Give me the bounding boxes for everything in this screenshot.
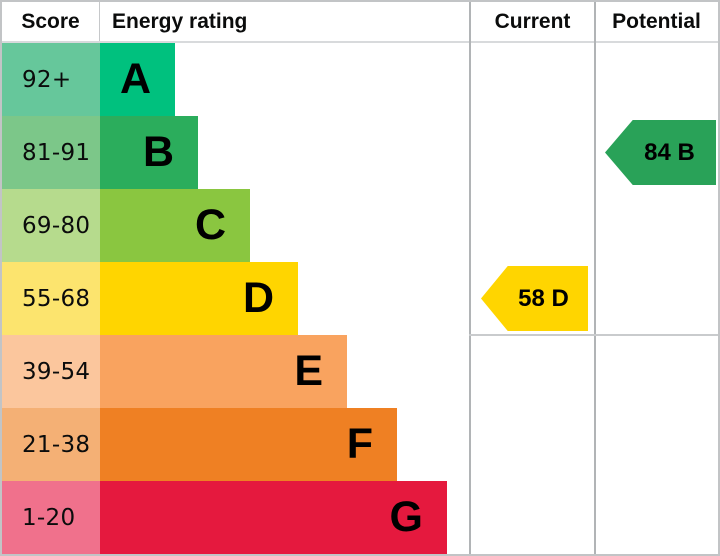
header-current: Current [494, 9, 571, 33]
potential-column-divider [594, 2, 596, 554]
band-row-b: 81-91 B [2, 116, 718, 189]
band-bar: C [100, 189, 250, 262]
band-row-c: 69-80 C [2, 189, 718, 262]
band-bar: B [100, 116, 198, 189]
band-row-a: 92+ A [2, 43, 718, 116]
band-row-f: 21-38 F [2, 408, 718, 481]
band-letter: F [346, 420, 373, 468]
band-letter: D [242, 274, 274, 322]
current-rating-arrow: 58 D [481, 266, 588, 331]
current-rating-label: 58 D [518, 284, 569, 312]
band-letter: G [389, 493, 423, 541]
band-rows: 92+ A 81-91 B 69-80 C 55-68 D 39-54 E 21… [2, 43, 718, 554]
current-column-divider [469, 2, 471, 554]
band-bar: F [100, 408, 397, 481]
header-potential: Potential [612, 9, 701, 33]
current-row-separator [469, 334, 718, 336]
score-range: 81-91 [2, 116, 100, 189]
band-row-g: 1-20 G [2, 481, 718, 554]
header-row: Score Energy rating Current Potential [2, 2, 718, 43]
potential-rating-label: 84 B [644, 138, 695, 166]
band-letter: C [194, 201, 226, 249]
score-range: 92+ [2, 43, 100, 116]
header-energy-rating: Energy rating [112, 9, 248, 33]
band-letter: A [119, 55, 151, 103]
band-bar: G [100, 481, 447, 554]
band-row-d: 55-68 D [2, 262, 718, 335]
header-score: Score [2, 2, 100, 41]
score-range: 55-68 [2, 262, 100, 335]
band-bar: E [100, 335, 347, 408]
score-range: 21-38 [2, 408, 100, 481]
band-letter: E [294, 347, 323, 395]
score-range: 39-54 [2, 335, 100, 408]
band-bar: A [100, 43, 175, 116]
band-row-e: 39-54 E [2, 335, 718, 408]
band-letter: B [142, 128, 174, 176]
score-range: 69-80 [2, 189, 100, 262]
band-bar: D [100, 262, 298, 335]
score-range: 1-20 [2, 481, 100, 554]
